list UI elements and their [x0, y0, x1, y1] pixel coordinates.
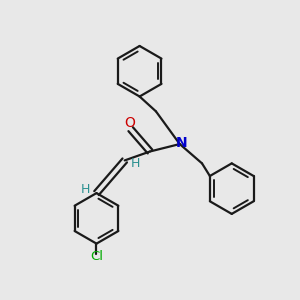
Text: Cl: Cl	[90, 250, 103, 263]
Text: N: N	[176, 136, 187, 150]
Text: H: H	[130, 157, 140, 170]
Text: O: O	[124, 116, 135, 130]
Text: H: H	[80, 183, 90, 196]
